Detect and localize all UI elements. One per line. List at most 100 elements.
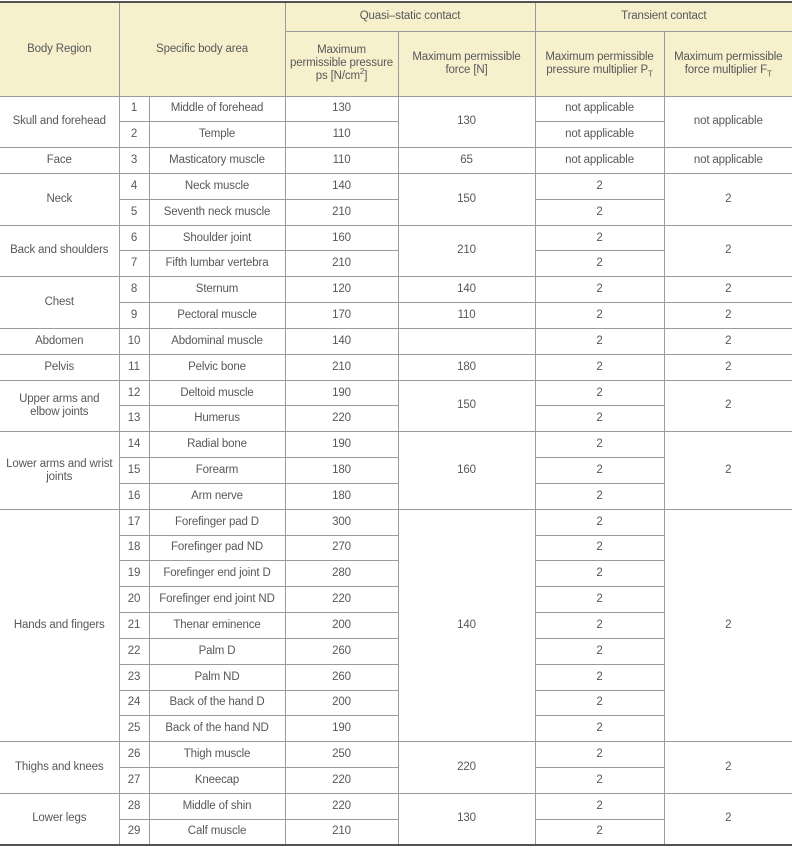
pt-subscript: T [647,68,653,78]
pressure-cell: 110 [284,147,399,174]
pressure-cell: 190 [284,431,399,459]
row-number: 29 [118,818,150,846]
body-area-cell: Abdominal muscle [148,327,286,355]
table-row: 19 Forefinger end joint D 280 2 [0,560,792,588]
body-area-cell: Pectoral muscle [148,302,286,329]
row-number: 26 [118,741,150,769]
force-cell: 110 [397,302,536,329]
table-row: Upper arms and elbow joints 12 Deltoid m… [0,379,792,433]
row-number: 17 [118,508,150,536]
force-cell: 130 [397,792,536,846]
force-multiplier-label: Maximum permissible force multiplier F [674,50,783,76]
body-area-cell: Palm ND [148,663,286,691]
row-number: 6 [118,224,150,252]
row-number: 22 [118,637,150,665]
body-area-cell: Forearm [148,457,286,484]
pressure-cell: 220 [284,792,399,820]
ft-cell: not applicable [663,95,792,149]
ft-cell: 2 [663,276,792,304]
table-row: Lower arms and wrist joints 14 Radial bo… [0,431,792,510]
row-number: 7 [118,250,150,278]
region-cell: Abdomen [0,327,120,355]
pt-cell: 2 [534,198,665,226]
body-area-cell: Temple [148,121,286,149]
pt-cell: 2 [534,689,665,717]
region-cell: Lower legs [0,792,120,846]
body-area-cell: Fifth lumbar vertebra [148,250,286,278]
pt-cell: 2 [534,276,665,304]
row-number: 9 [118,302,150,329]
table-row: Hands and fingers 17 Forefinger pad D 30… [0,508,792,743]
squared-superscript: 2 [359,67,365,77]
body-area-cell: Forefinger end joint ND [148,586,286,614]
ft-cell: 2 [663,741,792,794]
table-row: 9 Pectoral muscle 170 110 2 2 [0,302,792,329]
force-cell: 140 [397,276,536,304]
table-header: Body Region Specific body area Quasi–sta… [0,1,792,97]
row-number: 15 [118,457,150,484]
row-number: 1 [118,95,150,123]
pressure-cell: 270 [284,534,399,562]
body-area-cell: Calf muscle [148,818,286,846]
body-area-cell: Shoulder joint [148,224,286,252]
header-transient-contact: Transient contact [534,1,792,32]
max-pressure-label-end: ] [364,70,368,82]
pressure-cell: 110 [284,121,399,149]
row-number: 19 [118,560,150,588]
force-cell: 130 [397,95,536,149]
row-number: 8 [118,276,150,304]
region-cell: Chest [0,276,120,329]
table-row: Back and shoulders 6 Shoulder joint 160 … [0,224,792,278]
pressure-cell: 220 [284,405,399,433]
pt-cell: 2 [534,741,665,769]
table-row: 21 Thenar eminence 200 2 [0,612,792,639]
body-area-cell: Palm D [148,637,286,665]
table-row: Lower legs 28 Middle of shin 220 130 2 2 [0,792,792,846]
region-cell: Upper arms and elbow joints [0,379,120,433]
table-row: 2 Temple 110 not applicable [0,121,792,149]
pressure-cell: 220 [284,767,399,794]
pressure-cell: 220 [284,586,399,614]
pt-cell: 2 [534,172,665,200]
region-cell: Lower arms and wrist joints [0,431,120,510]
row-number: 12 [118,379,150,407]
row-number: 28 [118,792,150,820]
body-area-cell: Deltoid muscle [148,379,286,407]
pressure-cell: 200 [284,612,399,639]
ft-cell: 2 [663,792,792,846]
table-row: Thighs and knees 26 Thigh muscle 250 220… [0,741,792,794]
header-pressure-multiplier: Maximum permissible pressure multiplier … [534,30,665,97]
pt-cell: 2 [534,715,665,743]
pressure-cell: 210 [284,353,399,381]
force-cell: 150 [397,379,536,433]
table-row: Skull and forehead 1 Middle of forehead … [0,95,792,149]
pressure-cell: 180 [284,482,399,510]
pt-cell: not applicable [534,95,665,123]
header-force-multiplier: Maximum permissible force multiplier FT [663,30,792,97]
pressure-cell: 260 [284,663,399,691]
force-cell: 220 [397,741,536,794]
row-number: 27 [118,767,150,794]
pt-cell: 2 [534,560,665,588]
pt-cell: 2 [534,482,665,510]
body-area-cell: Pelvic bone [148,353,286,381]
body-area-cell: Masticatory muscle [148,147,286,174]
pt-cell: not applicable [534,147,665,174]
region-cell: Pelvis [0,353,120,381]
row-number: 16 [118,482,150,510]
pt-cell: 2 [534,302,665,329]
pt-cell: 2 [534,379,665,407]
region-cell: Skull and forehead [0,95,120,149]
body-area-cell: Back of the hand D [148,689,286,717]
pressure-cell: 130 [284,95,399,123]
pt-cell: 2 [534,405,665,433]
pt-cell: not applicable [534,121,665,149]
header-max-pressure: Maximum permissible pressure ps [N/cm2] [284,30,399,97]
pressure-cell: 210 [284,250,399,278]
pressure-cell: 120 [284,276,399,304]
body-area-cell: Thigh muscle [148,741,286,769]
row-number: 18 [118,534,150,562]
body-area-cell: Middle of forehead [148,95,286,123]
